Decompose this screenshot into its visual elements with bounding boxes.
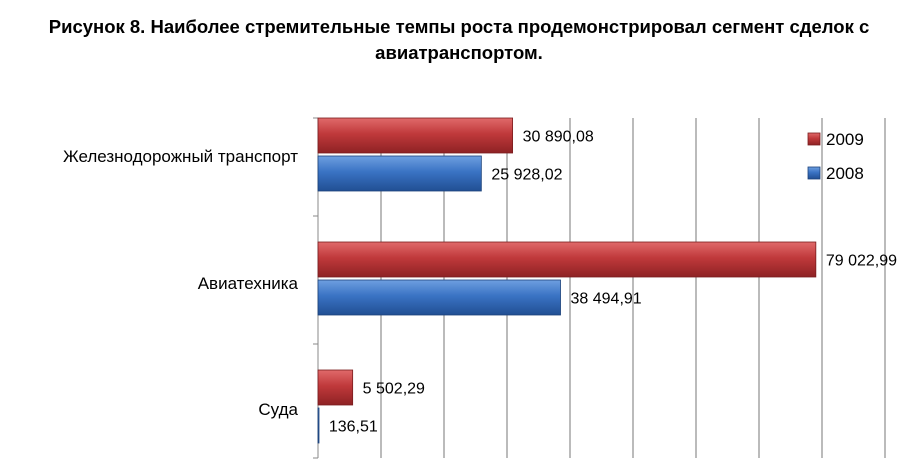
legend-label: 2009 [826, 130, 864, 149]
bar-2009 [317, 241, 817, 278]
legend-swatch-2008 [807, 166, 821, 180]
category-label: Железнодорожный транспорт [63, 147, 298, 166]
data-label: 136,51 [329, 419, 378, 436]
bar-2008 [317, 407, 320, 444]
chart-title-line-1: Рисунок 8. Наиболее стремительные темпы … [48, 16, 870, 37]
category-label: Авиатехника [198, 274, 299, 293]
bar-2009 [317, 117, 514, 154]
bar-2009 [317, 369, 354, 406]
data-label: 38 494,91 [571, 291, 642, 308]
chart-title: Рисунок 8. Наиболее стремительные темпы … [0, 14, 918, 66]
data-label: 30 890,08 [523, 129, 594, 146]
data-label: 5 502,29 [363, 381, 425, 398]
chart-title-line-2: авиатранспортом. [375, 42, 543, 63]
legend-swatch-2009 [807, 132, 821, 146]
category-label: Суда [258, 400, 298, 419]
data-label: 25 928,02 [491, 167, 562, 184]
legend-label: 2008 [826, 164, 864, 183]
data-label: 79 022,99 [826, 253, 897, 270]
bar-2008 [317, 279, 561, 316]
bar-2008 [317, 155, 482, 192]
